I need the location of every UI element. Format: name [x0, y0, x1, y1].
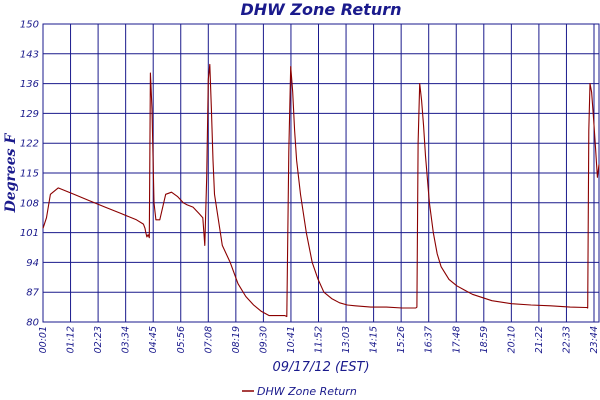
- y-tick-label: 108: [20, 198, 39, 209]
- x-tick-label: 05:56: [176, 326, 187, 353]
- x-tick-label: 15:26: [396, 326, 407, 353]
- y-tick-label: 94: [26, 258, 39, 269]
- x-axis-ticks: 00:01 01:12 02:23 03:34 04:45 05:56 07:08 08:19…: [38, 326, 600, 353]
- grid: [42, 23, 599, 323]
- series-line-dhw-zone-return: [42, 63, 600, 318]
- x-tick-label: 21:22: [534, 326, 545, 353]
- y-tick-label: 80: [26, 318, 39, 329]
- y-tick-label: 150: [20, 20, 39, 31]
- x-tick-label: 20:10: [506, 326, 517, 353]
- x-tick-label: 17:48: [451, 326, 462, 353]
- y-tick-label: 129: [20, 109, 39, 120]
- x-axis-label: 09/17/12 (EST): [272, 360, 369, 375]
- y-tick-label: 136: [20, 79, 39, 90]
- x-tick-label: 09:30: [258, 326, 269, 353]
- x-tick-label: 14:15: [369, 326, 380, 353]
- x-tick-label: 18:59: [479, 326, 490, 353]
- x-tick-label: 04:45: [148, 326, 159, 353]
- x-tick-label: 16:37: [424, 326, 435, 353]
- x-tick-label: 13:03: [341, 326, 352, 353]
- y-axis-label: Degrees F: [3, 133, 19, 214]
- x-tick-label: 22:33: [561, 326, 572, 353]
- x-tick-label: 23:44: [589, 326, 600, 353]
- y-tick-label: 115: [20, 169, 39, 180]
- legend: DHW Zone Return: [242, 385, 357, 398]
- x-tick-label: 07:08: [203, 326, 214, 353]
- y-tick-label: 87: [26, 288, 39, 299]
- x-tick-label: 00:01: [38, 326, 49, 353]
- y-axis-ticks: 80 87 94 101 108 115 122 129 136 143 150: [20, 20, 40, 329]
- plot-frame: [42, 23, 600, 323]
- x-tick-label: 02:23: [93, 326, 104, 353]
- legend-label: DHW Zone Return: [257, 385, 357, 398]
- x-tick-label: 03:34: [121, 326, 132, 353]
- x-tick-label: 11:52: [314, 326, 325, 353]
- y-tick-label: 101: [20, 228, 39, 239]
- x-tick-label: 08:19: [231, 326, 242, 353]
- x-tick-label: 01:12: [66, 326, 77, 353]
- y-tick-label: 143: [20, 49, 39, 60]
- chart-title: DHW Zone Return: [241, 0, 402, 19]
- x-tick-label: 10:41: [286, 326, 297, 353]
- y-tick-label: 122: [20, 139, 39, 150]
